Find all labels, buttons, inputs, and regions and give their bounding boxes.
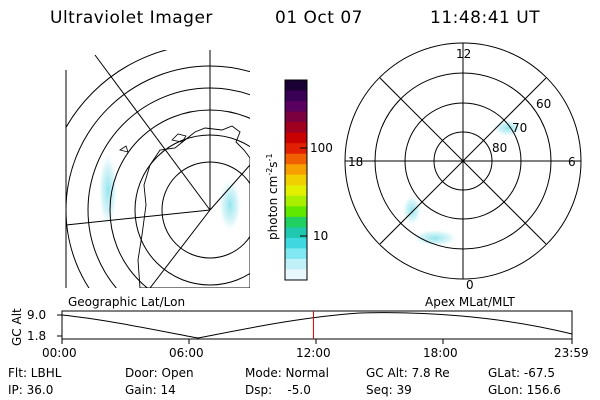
aurora-emission-right xyxy=(218,177,242,233)
colorbar-cell xyxy=(285,90,307,102)
aurora-oval-dayside xyxy=(411,229,459,247)
colorbar-unit-label: photon cm-2s-1 xyxy=(265,153,280,240)
altitude-ylabel: GC Alt xyxy=(10,308,24,346)
time-tick-2359: 23:59 xyxy=(554,346,589,360)
glon-info: GLon: 156.6 xyxy=(488,383,561,397)
aurora-emission-left xyxy=(98,150,118,230)
colorbar-cell xyxy=(285,132,307,144)
colorbar-cell xyxy=(285,101,307,113)
instrument-title: Ultraviolet Imager xyxy=(50,8,213,28)
glat-info: GLat: -67.5 xyxy=(488,366,555,380)
colorbar-cell xyxy=(285,111,307,123)
time-tick-1800: 18:00 xyxy=(423,346,458,360)
mlt-label-12: 12 xyxy=(456,47,472,61)
door-info: Door: Open xyxy=(125,366,194,380)
colorbar-cell xyxy=(285,185,307,197)
aurora-oval-dusk xyxy=(402,194,422,226)
colorbar-cell xyxy=(285,174,307,186)
dsp-info: Dsp: -5.0 xyxy=(245,383,311,397)
filter-info: Flt: LBHL xyxy=(8,366,62,380)
colorbar-cell xyxy=(285,80,307,92)
colorbar-cell xyxy=(285,269,307,281)
colorbar-gradient xyxy=(285,80,307,281)
time-tick-0000: 00:00 xyxy=(42,346,77,360)
apex-panel-label: Apex MLat/MLT xyxy=(425,295,515,309)
altitude-curve xyxy=(61,312,573,339)
time-tick-1200: 12:00 xyxy=(296,346,331,360)
altitude-ytick-min: 1.8 xyxy=(27,329,47,343)
mlat-label-60: 60 xyxy=(536,97,552,111)
polar-plot xyxy=(344,42,582,280)
colorbar-cell xyxy=(285,206,307,218)
colorbar-cell xyxy=(285,216,307,228)
colorbar-cell xyxy=(285,248,307,260)
mlt-label-18: 18 xyxy=(348,155,364,169)
mlt-label-0: 0 xyxy=(466,278,474,292)
ip-info: IP: 36.0 xyxy=(8,383,54,397)
geographic-panel-label: Geographic Lat/Lon xyxy=(68,295,186,309)
observation-time: 11:48:41 UT xyxy=(430,8,541,28)
colorbar-tick-100: 100 xyxy=(310,141,333,155)
colorbar-cell xyxy=(285,227,307,239)
colorbar-cell xyxy=(285,122,307,134)
altitude-plot xyxy=(57,310,573,344)
colorbar-cell xyxy=(285,164,307,176)
gain-info: Gain: 14 xyxy=(125,383,176,397)
gc-alt-info: GC Alt: 7.8 Re xyxy=(366,366,450,380)
colorbar-cell xyxy=(285,143,307,155)
mlat-label-70: 70 xyxy=(512,121,528,135)
colorbar-tick-10: 10 xyxy=(313,229,329,243)
colorbar-cell xyxy=(285,258,307,270)
observation-date: 01 Oct 07 xyxy=(275,8,363,28)
mlt-label-6: 6 xyxy=(568,155,576,169)
colorbar-cell xyxy=(285,195,307,207)
colorbar-cell xyxy=(285,237,307,249)
time-tick-0600: 06:00 xyxy=(169,346,204,360)
geographic-map xyxy=(66,50,250,288)
colorbar xyxy=(284,79,308,281)
mode-info: Mode: Normal xyxy=(245,366,329,380)
mlat-label-80: 80 xyxy=(492,141,508,155)
altitude-ytick-max: 9.0 xyxy=(27,308,47,322)
seq-info: Seq: 39 xyxy=(366,383,412,397)
colorbar-cell xyxy=(285,153,307,165)
